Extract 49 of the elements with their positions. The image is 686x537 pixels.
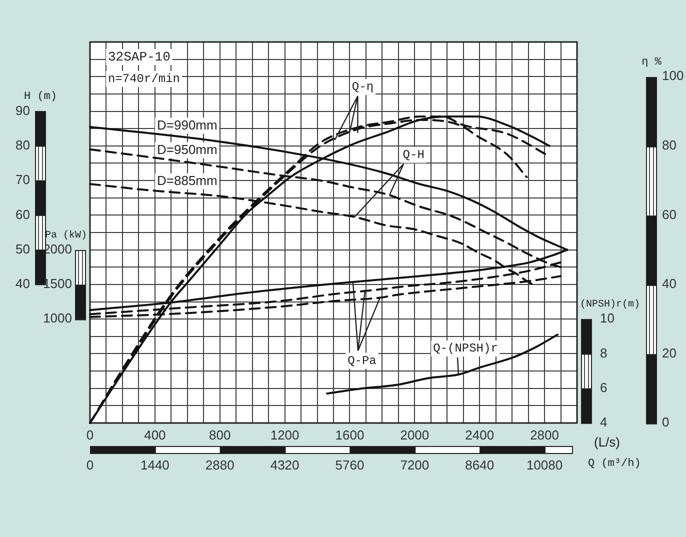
annotation: Q-(NPSH)r <box>433 342 498 356</box>
y-tick-label: 40 <box>16 276 30 292</box>
y-tick-label: 80 <box>16 137 30 152</box>
x-tick-label: 2400 <box>465 427 494 442</box>
x2-tick-label: 4320 <box>270 457 300 472</box>
annotation: Q-H <box>402 148 424 162</box>
x2-axis-title: Q (m³/h) <box>588 458 641 470</box>
y2-tick-label: 80 <box>662 137 676 152</box>
y2-tick-label: 60 <box>662 206 676 222</box>
y3-tick-label: 1000 <box>43 310 72 326</box>
text: n=740r/min <box>108 72 180 86</box>
x-tick-label: 800 <box>209 427 231 442</box>
y2-tick-label: 20 <box>662 345 676 360</box>
y-tick-label: 8 <box>600 345 608 360</box>
x-tick-label: 2000 <box>400 427 430 442</box>
y-axis-title: (NPSH)r(m) <box>580 298 640 311</box>
y3-tick-label: 1500 <box>43 276 72 292</box>
y-axis-title: H (m) <box>24 91 58 104</box>
x2-tick-label: 5760 <box>335 457 364 472</box>
annotation: Q-η <box>352 80 374 94</box>
annotation: Q-Pa <box>348 354 376 368</box>
y-tick-label: 90 <box>16 102 30 118</box>
y-tick-label: 6 <box>600 380 608 395</box>
y2-tick-label: 0 <box>662 414 670 430</box>
y2-tick-label: 100 <box>662 68 684 84</box>
y-tick-label: 60 <box>16 206 30 222</box>
y2-tick-label: 40 <box>662 276 676 292</box>
series-label: D=990mm <box>157 117 218 132</box>
y-tick-label: 4 <box>600 414 608 430</box>
x-tick-label: 0 <box>86 427 94 442</box>
x-tick-label: 400 <box>144 427 166 442</box>
x2-tick-label: 8640 <box>465 457 494 472</box>
x-tick-label: 1600 <box>335 427 364 442</box>
y3-axis-title: Pa (kW) <box>45 229 88 242</box>
x-axis-title: (L/s) <box>594 434 620 450</box>
y-tick-label: 70 <box>16 172 30 188</box>
x2-tick-label: 10080 <box>526 457 563 472</box>
series-label: D=950mm <box>157 142 218 157</box>
x2-tick-label: 1440 <box>140 457 170 472</box>
y-tick-label: 50 <box>16 241 30 256</box>
x2-tick-label: 7200 <box>400 457 430 472</box>
x2-tick-label: 2880 <box>205 457 234 472</box>
x2-tick-label: 0 <box>86 457 94 472</box>
text: 32SAP-10 <box>108 49 170 64</box>
x-tick-label: 1200 <box>270 427 300 442</box>
series-label: D=885mm <box>157 173 218 188</box>
x-tick-label: 2800 <box>530 427 559 442</box>
y2-axis-title: η % <box>642 56 662 69</box>
y-tick-label: 10 <box>600 310 614 326</box>
